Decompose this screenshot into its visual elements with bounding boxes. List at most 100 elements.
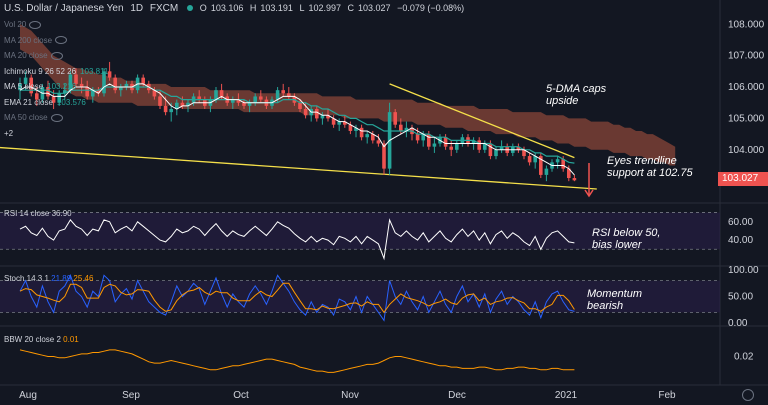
candle-body [219,90,224,97]
candle-body [382,143,386,169]
chart-title-row: U.S. Dollar / Japanese Yen 1D FXCM O 103.… [4,3,472,14]
interval-label[interactable]: 1D [130,3,144,14]
indicator-legend-item[interactable]: MA 50 close [4,112,63,123]
upper-trendline [389,83,575,159]
candle-body [522,149,526,157]
indicator-legend-item[interactable]: MA 20 close [4,50,63,61]
candle-body [91,90,95,97]
price-tick-label: 105.000 [728,113,765,124]
candle-body [348,124,353,131]
candle-body [365,134,369,138]
candle-body [197,96,201,100]
candle-body [315,109,319,119]
candle-body [231,99,235,103]
time-tick-label: Oct [233,390,249,401]
annotation-trendline: Eyes trendline support at 102.75 [607,155,693,179]
candle-body [57,93,61,103]
time-tick-label: Feb [658,390,676,401]
candle-body [432,143,437,147]
candle-body [259,96,263,100]
eye-icon[interactable] [50,113,63,122]
open-value: 103.106 [210,3,244,13]
candle-body [275,90,280,100]
candle-body [494,149,498,157]
candle-body [79,83,84,88]
price-tick-label: 106.000 [728,82,765,93]
candle-body [527,156,532,163]
indicator-legend-item[interactable]: Ichimoku 9 26 52 26 103.811 [4,66,109,76]
symbol-name: U.S. Dollar / Japanese Yen [4,3,124,14]
stoch-tick-label: 50.00 [728,292,753,303]
candle-body [443,137,448,147]
candle-body [141,77,145,84]
rsi-line [19,218,575,261]
candle-body [488,143,493,157]
candle-body [421,134,425,141]
candle-body [471,140,476,144]
indicator-legend-item[interactable]: MA 200 close [4,35,68,46]
bbw-legend: BBW 20 close 2 0.01 [4,335,79,344]
indicator-legend-item[interactable]: MA 5 close 103.216 [4,82,77,91]
high-value: 103.191 [260,3,293,13]
candle-body [303,109,308,116]
candle-body [499,146,504,150]
stoch-tick-label: 0.00 [728,318,748,329]
lower-trendline [0,146,597,190]
candle-body [544,168,549,175]
candle-body [29,77,33,94]
time-tick-label: Sep [122,390,140,401]
candle-body [572,178,577,181]
candle-body [393,112,397,125]
candle-body [247,102,252,106]
annotation-rsi: RSI below 50, bias lower [592,227,661,251]
candle-body [404,127,409,131]
candle-body [354,127,358,131]
stoch-d-line [19,282,575,314]
candle-body [331,118,336,125]
candle-body [119,87,123,91]
candle-body [359,127,364,138]
price-tick-label: 104.000 [728,145,765,156]
market-status-icon [187,5,194,12]
candle-body [320,115,325,119]
candle-body [287,93,291,97]
candle-body [23,77,28,84]
candle-body [326,115,330,119]
candle-body [68,74,73,91]
stoch-legend: Stoch 14 3 1 21.89 25.46 [4,274,94,283]
candle-body [124,83,129,88]
eye-icon[interactable] [55,36,68,45]
time-tick-label: Aug [19,390,37,401]
candle-body [107,71,112,78]
eye-icon[interactable] [29,20,42,29]
rsi-band [0,212,720,250]
candle-body [343,121,347,125]
indicator-legend-item[interactable]: Vol 20 [4,19,42,30]
candle-body [455,143,459,150]
candle-body [539,156,543,175]
candle-body [18,83,22,91]
settings-gear-icon[interactable] [742,389,754,401]
candle-body [85,87,89,97]
indicator-legend-item[interactable]: +2 [4,128,14,138]
candle-body [96,90,101,94]
candle-body [180,102,185,106]
candle-body [477,140,481,150]
bbw-tick-label: 0.02 [734,352,754,363]
ma5-line [19,83,575,176]
down-arrow-head [584,189,594,198]
annotation-momentum: Momentum bearish [587,288,643,312]
stoch-tick-label: 100.00 [728,265,759,276]
close-value: 103.027 [358,3,391,13]
candle-body [169,109,173,113]
candle-body [102,71,106,94]
candle-body [371,134,375,141]
bbw-line [19,349,575,373]
time-tick-label: Nov [341,390,359,401]
candle-body [163,105,168,113]
candle-body [555,159,560,163]
eye-icon[interactable] [50,51,63,60]
indicator-legend-item[interactable]: EMA 21 close 103.576 [4,97,86,107]
candle-body [253,96,257,103]
